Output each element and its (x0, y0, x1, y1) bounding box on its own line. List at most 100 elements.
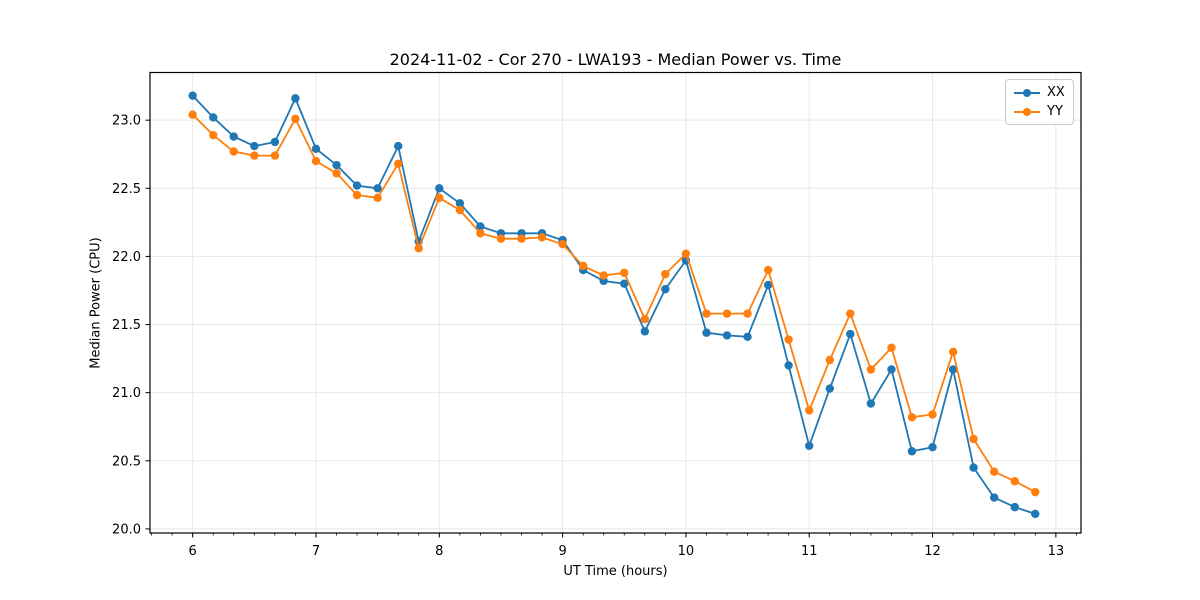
series-yy-marker (229, 147, 238, 156)
chart-title: 2024-11-02 - Cor 270 - LWA193 - Median P… (389, 50, 842, 69)
legend-line-marker-xx-icon (1014, 85, 1040, 101)
series-xx-marker (805, 441, 814, 451)
series-xx-marker (1010, 502, 1019, 512)
series-yy-marker (866, 365, 876, 374)
series-xx-marker (907, 447, 917, 456)
series-yy-marker (887, 343, 896, 352)
y-axis-label: Median Power (CPU) (88, 237, 104, 369)
series-yy-marker (332, 169, 341, 178)
y-axis-ticks: 20.0 20.5 21.0 21.5 22.0 22.5 23.0 (112, 114, 150, 537)
series-yy-marker (455, 205, 465, 215)
x-tick-label: 11 (801, 544, 818, 559)
series-yy-marker (435, 193, 444, 203)
series-yy-marker (763, 265, 773, 275)
series-yy-marker (640, 314, 650, 324)
y-tick-label: 21.0 (112, 386, 141, 401)
y-tick-label: 20.0 (112, 522, 141, 537)
series-xx-marker (291, 94, 300, 103)
series-xx-marker (373, 184, 382, 193)
x-tick-label: 9 (558, 544, 566, 559)
x-tick-label: 10 (678, 544, 695, 559)
series-yy-line (192, 114, 1036, 493)
series-yy-marker (270, 151, 280, 160)
axis-spines (149, 71, 1082, 534)
series-xx-marker (948, 365, 958, 374)
series-yy-marker (394, 159, 403, 168)
series-xx-marker (763, 280, 773, 290)
series-xx-marker (928, 442, 937, 452)
series-xx-marker (270, 137, 280, 147)
series-yy-marker (599, 271, 608, 280)
series-yy-marker (188, 110, 197, 119)
grid-lines (150, 72, 1081, 533)
series-xx-marker (455, 199, 465, 208)
series-xx-marker (640, 327, 650, 336)
series-yy-marker (558, 239, 567, 249)
series-yy-marker (948, 347, 958, 356)
series-yy-marker (969, 434, 978, 444)
series-yy-marker (805, 406, 814, 415)
series-yy-marker (496, 234, 506, 243)
series-yy-marker (537, 233, 547, 242)
series-xx-marker (722, 331, 732, 340)
legend-label-xx: XX (1047, 85, 1065, 100)
series-xx-marker (394, 141, 403, 151)
series-xx-marker (866, 399, 876, 408)
series-yy-marker (743, 309, 752, 318)
series-yy-marker (578, 261, 588, 271)
y-tick-label: 23.0 (112, 114, 141, 129)
y-tick-label: 22.5 (112, 182, 141, 197)
series-yy-marker (989, 467, 999, 476)
series-xx-marker (250, 141, 259, 151)
y-tick-label: 21.5 (112, 318, 141, 333)
y-tick-label: 20.5 (112, 454, 141, 469)
series-xx-marker (435, 184, 444, 193)
legend-label-yy: YY (1047, 104, 1063, 119)
series-yy-marker (825, 355, 835, 365)
x-tick-label: 12 (924, 544, 941, 559)
legend-item-yy: YY (1014, 104, 1066, 120)
series-yy-marker (681, 249, 691, 258)
series-yy-marker (517, 234, 526, 243)
series-xx-marker (743, 332, 752, 342)
series-yy-marker (702, 309, 711, 318)
series-xx-marker (188, 91, 197, 100)
x-axis-ticks: 6 7 8 9 10 11 12 13 (189, 533, 1064, 559)
series-yy-marker (352, 190, 362, 200)
series-xx-marker (229, 132, 238, 141)
series-yy-marker (928, 410, 937, 419)
series-xx-marker (1031, 509, 1040, 519)
series-yy-marker (784, 335, 793, 344)
legend-line-marker-yy-icon (1014, 104, 1040, 120)
y-tick-label: 22.0 (112, 250, 141, 265)
series-yy-marker (620, 268, 629, 277)
series-xx-marker (887, 365, 896, 374)
series-yy-marker (373, 193, 382, 203)
series-yy-marker (291, 114, 300, 124)
x-tick-label: 6 (189, 544, 197, 559)
series-xx-marker (661, 284, 670, 294)
legend-dot-xx (1023, 89, 1031, 97)
series-xx-marker (969, 463, 978, 472)
series-xx-marker (825, 384, 835, 393)
series-xx-marker (784, 361, 793, 370)
series-xx-marker (311, 144, 321, 153)
series-yy-marker (846, 309, 855, 318)
series-yy-marker (1010, 477, 1019, 486)
legend: XX YY (1005, 79, 1074, 125)
series-yy-marker (722, 309, 732, 318)
series-xx-marker (846, 329, 855, 339)
series-xx-marker (702, 328, 711, 337)
series-xx-marker (620, 279, 629, 288)
series-yy-marker (250, 151, 259, 160)
legend-dot-yy (1023, 108, 1031, 116)
series-yy-marker (311, 156, 321, 166)
series-yy-marker (209, 130, 218, 140)
series-yy-marker (476, 229, 485, 238)
series-yy (188, 110, 1040, 497)
series-yy-marker (661, 269, 670, 279)
x-tick-label: 7 (312, 544, 320, 559)
series-xx-marker (209, 113, 218, 122)
